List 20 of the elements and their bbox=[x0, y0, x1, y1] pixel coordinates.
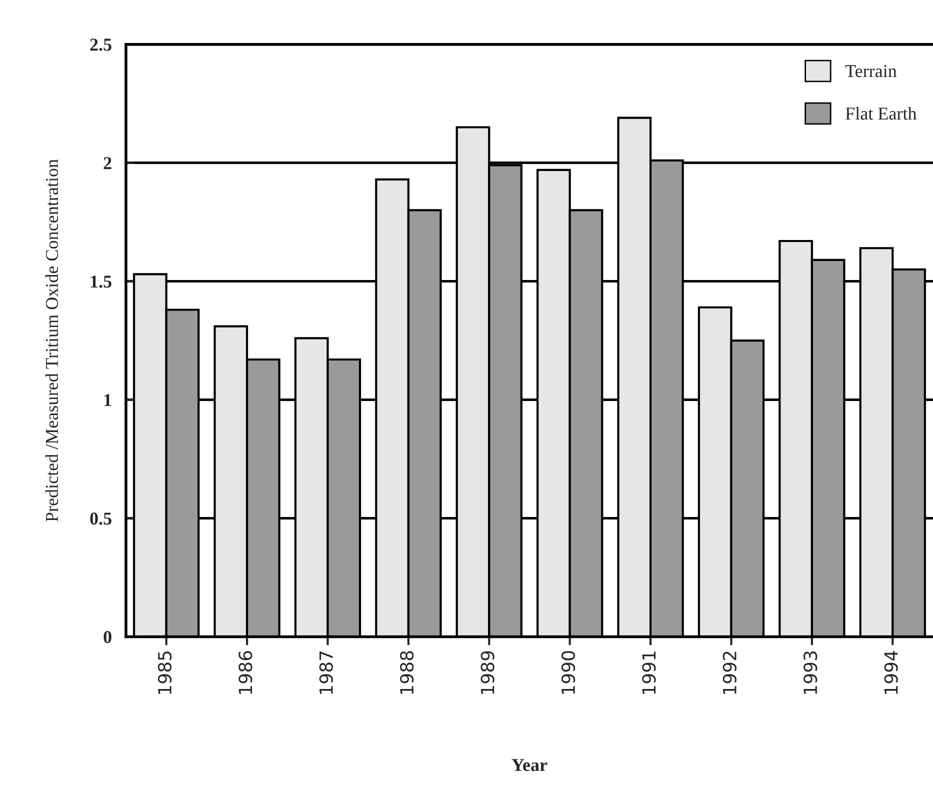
x-tick-label: 1990 bbox=[561, 651, 576, 694]
x-tick-label: 1991 bbox=[642, 652, 656, 694]
legend-label: Terrain bbox=[845, 65, 897, 78]
x-tick-label: 1985 bbox=[158, 652, 172, 694]
y-tick-label: 0 bbox=[104, 630, 112, 644]
y-tick-label: 2 bbox=[104, 157, 112, 170]
x-tick-label: 1987 bbox=[319, 651, 333, 694]
y-axis-title: Predicted /Measured Tritium Oxide Concentration bbox=[45, 159, 58, 522]
y-tick-label: 0.5 bbox=[90, 512, 112, 525]
x-tick-label: 1986 bbox=[238, 651, 252, 694]
x-tick-label: 1988 bbox=[400, 651, 414, 694]
x-tick-label: 1989 bbox=[480, 651, 494, 694]
x-axis-title: Year bbox=[512, 759, 548, 772]
x-tick-label: 1994 bbox=[884, 650, 898, 694]
x-tick-label: 1993 bbox=[804, 651, 818, 694]
x-tick-label: 1992 bbox=[722, 652, 736, 694]
y-tick-label: 1 bbox=[104, 394, 112, 406]
y-tick-label: 2.5 bbox=[90, 38, 112, 51]
legend-label: Flat Earth bbox=[846, 107, 917, 120]
y-tick-label: 1.5 bbox=[90, 276, 112, 288]
